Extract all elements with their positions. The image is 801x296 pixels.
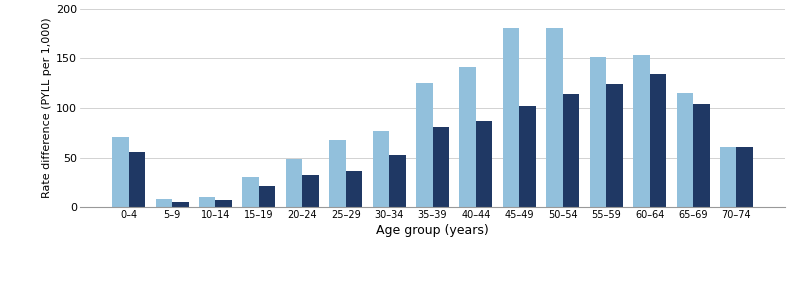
X-axis label: Age group (years): Age group (years) xyxy=(376,224,489,237)
Bar xyxy=(720,147,736,207)
Bar xyxy=(503,28,519,207)
Bar xyxy=(416,83,433,207)
Bar xyxy=(633,55,650,207)
Bar xyxy=(302,176,319,207)
Bar xyxy=(519,106,536,207)
Bar xyxy=(389,155,405,207)
Bar xyxy=(172,202,188,207)
Bar xyxy=(546,28,563,207)
Bar xyxy=(590,57,606,207)
Bar xyxy=(460,67,476,207)
Bar xyxy=(243,177,259,207)
Bar xyxy=(199,197,215,207)
Bar xyxy=(329,140,346,207)
Bar xyxy=(215,200,232,207)
Bar xyxy=(433,127,449,207)
Bar xyxy=(736,147,753,207)
Bar xyxy=(606,84,622,207)
Bar xyxy=(677,93,693,207)
Bar xyxy=(476,121,493,207)
Bar xyxy=(112,137,129,207)
Bar xyxy=(693,104,710,207)
Y-axis label: Rate difference (PYLL per 1,000): Rate difference (PYLL per 1,000) xyxy=(42,18,52,198)
Bar xyxy=(155,199,172,207)
Bar xyxy=(129,152,145,207)
Bar xyxy=(650,74,666,207)
Bar xyxy=(346,170,362,207)
Bar xyxy=(286,159,302,207)
Bar xyxy=(563,94,579,207)
Bar xyxy=(372,131,389,207)
Bar xyxy=(259,186,276,207)
